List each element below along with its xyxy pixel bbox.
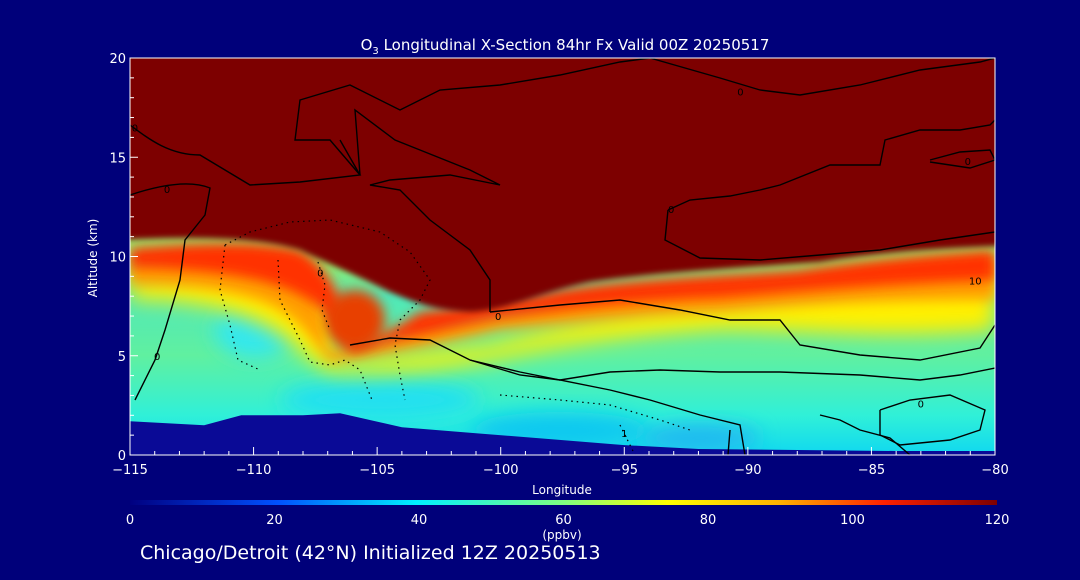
contour-line	[649, 58, 995, 96]
colorbar-unit-label: (ppbv)	[542, 528, 581, 542]
contour-label: 0	[164, 185, 170, 196]
y-tick-label: 20	[109, 52, 126, 67]
x-tick-label: −85	[858, 463, 885, 478]
low-ozone-region	[280, 380, 480, 420]
contour-label: 0	[317, 268, 323, 279]
contour-line	[339, 108, 501, 312]
contour-label: 0	[918, 399, 924, 410]
contour-line	[469, 359, 995, 381]
contour-lines	[130, 58, 995, 455]
dotted-contour-line	[499, 394, 691, 431]
y-axis-label: Altitude (km)	[86, 219, 100, 298]
x-tick-label: −105	[359, 463, 395, 478]
y-tick-label: 10	[109, 251, 126, 266]
colorbar-tick-label: 100	[840, 513, 865, 528]
x-tick-label: −80	[981, 463, 1008, 478]
chart-title: O3 Longitudinal X-Section 84hr Fx Valid …	[361, 36, 770, 57]
plot-area: 0 0 0 0 0 0 0 0 10 0 1	[130, 58, 995, 455]
x-axis-label: Longitude	[532, 483, 592, 497]
contour-labels: 0 0 0 0 0 0 0 0 10 0 1	[132, 88, 982, 440]
colorbar: 0 20 40 60 80 100 120 (ppbv)	[126, 500, 1010, 542]
contour-label: 0	[668, 205, 674, 216]
contour-line	[727, 429, 731, 455]
contour-label: 10	[969, 276, 982, 287]
contour-label: 0	[495, 312, 501, 323]
contour-line	[664, 209, 995, 261]
dotted-contour-line	[277, 259, 373, 401]
colorbar-tick-label: 60	[555, 513, 572, 528]
x-tick-label: −90	[734, 463, 761, 478]
y-axis: 0 5 10 15 20	[109, 52, 138, 464]
x-tick-label: −115	[112, 463, 148, 478]
colorbar-tick-label: 40	[411, 513, 428, 528]
contour-line	[667, 119, 995, 211]
contour-line	[879, 394, 986, 446]
y-tick-label: 0	[118, 449, 126, 464]
x-axis: −115 −110 −105 −100 −95 −90 −85 −80	[112, 447, 1009, 478]
colorbar-tick-label: 80	[700, 513, 717, 528]
colorbar-tick-label: 20	[266, 513, 283, 528]
contour-line	[489, 299, 995, 361]
contour-line	[819, 414, 911, 455]
colorbar-ticks: 0 20 40 60 80 100 120	[126, 513, 1010, 528]
y-tick-label: 5	[118, 350, 126, 365]
contour-label: 0	[737, 88, 743, 99]
dotted-contour-lines	[219, 219, 691, 455]
contour-label: 0	[965, 157, 971, 168]
x-tick-label: −95	[611, 463, 638, 478]
terrain-mask	[130, 413, 995, 455]
dotted-contour-line	[619, 424, 636, 455]
footer-initialization-text: Chicago/Detroit (42°N) Initialized 12Z 2…	[140, 542, 601, 564]
contour-line	[130, 58, 651, 186]
contour-label: 1	[621, 429, 627, 440]
colorbar-gradient	[130, 500, 997, 505]
colorbar-tick-label: 120	[985, 513, 1010, 528]
stratospheric-intrusion	[325, 290, 385, 350]
x-tick-label: −100	[483, 463, 519, 478]
contour-line	[130, 183, 211, 401]
y-tick-label: 15	[109, 151, 126, 166]
contour-label: 0	[154, 352, 160, 363]
contour-label: 0	[132, 123, 138, 134]
stratosphere-region	[130, 58, 995, 312]
x-tick-label: −110	[236, 463, 272, 478]
dotted-contour-line	[317, 261, 331, 331]
contour-line	[929, 149, 995, 169]
colorbar-tick-label: 0	[126, 513, 134, 528]
